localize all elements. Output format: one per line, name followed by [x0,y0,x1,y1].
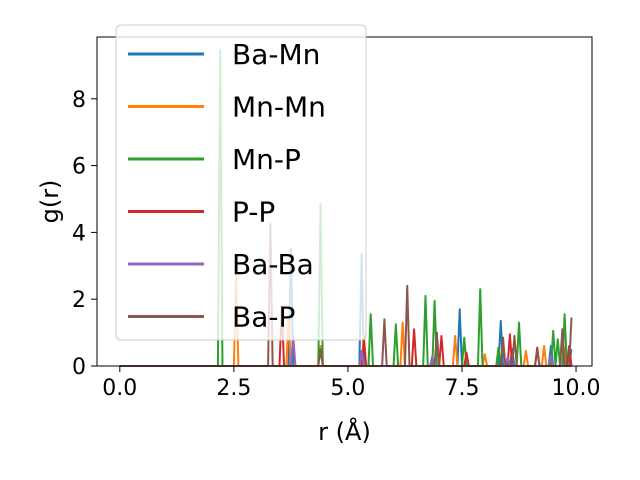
legend-box [115,24,367,341]
y-axis-label: g(r) [36,180,64,224]
y-tick-label: 4 [72,221,86,246]
legend-label-mn-p: Mn-P [232,143,301,176]
legend: Ba-Mn Mn-Mn Mn-P P-P Ba-Ba Ba-P [115,24,367,341]
y-tick-label: 0 [72,355,86,380]
legend-label-mn-mn: Mn-Mn [232,91,326,124]
x-tick-label: 7.5 [444,376,479,401]
x-tick-label: 2.5 [216,376,251,401]
y-tick-label: 8 [72,88,86,113]
x-tick-label: 10.0 [552,376,601,401]
y-axis-ticks: 0 2 4 6 8 [72,88,97,380]
legend-label-ba-p: Ba-P [232,301,295,334]
x-axis-ticks: 0.0 2.5 5.0 7.5 10.0 [102,366,601,401]
legend-label-ba-ba: Ba-Ba [232,248,314,281]
y-tick-label: 6 [72,155,86,180]
legend-label-p-p: P-P [232,196,275,229]
x-axis-label: r (Å) [318,417,371,446]
x-tick-label: 5.0 [330,376,365,401]
y-tick-label: 2 [72,288,86,313]
x-tick-label: 0.0 [102,376,137,401]
legend-label-ba-mn: Ba-Mn [232,38,320,71]
